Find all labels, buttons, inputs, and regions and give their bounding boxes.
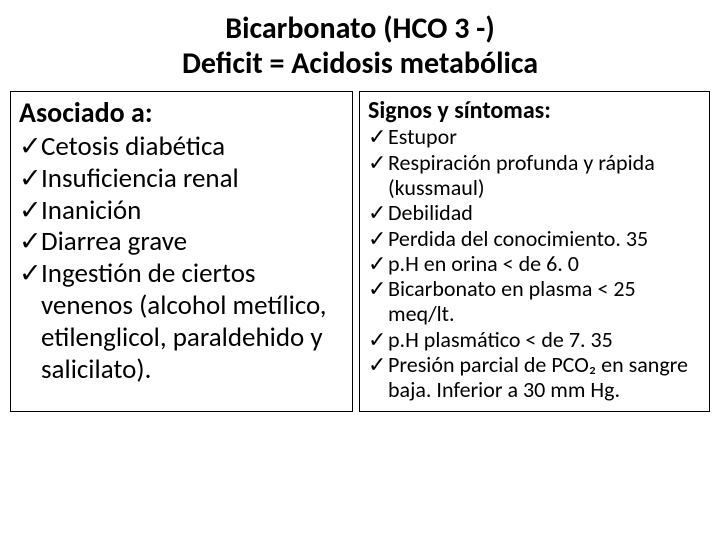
list-item: Insuficiencia renal [19,163,344,195]
left-heading: Asociado a: [19,98,344,129]
slide-title: Bicarbonato (HCO 3 -) Deficit = Acidosis… [10,12,710,81]
list-item: Presión parcial de PCO₂ en sangre baja. … [368,352,701,403]
list-item: Perdida del conocimiento. 35 [368,226,701,251]
left-box: Asociado a: Cetosis diabética Insuficien… [10,91,353,412]
title-line-2: Deficit = Acidosis metabólica [182,45,538,82]
list-item: Ingestión de ciertos venenos (alcohol me… [19,258,344,385]
right-heading: Signos y síntomas: [368,98,701,124]
content-columns: Asociado a: Cetosis diabética Insuficien… [10,91,710,412]
list-item: p.H en orina < de 6. 0 [368,251,701,276]
list-item: p.H plasmático < de 7. 35 [368,327,701,352]
list-item: Cetosis diabética [19,131,344,163]
left-list: Cetosis diabética Insuficiencia renal In… [19,131,344,386]
right-list: Estupor Respiración profunda y rápida (k… [368,124,701,402]
title-line-1: Bicarbonato (HCO 3 -) [225,10,494,47]
list-item: Bicarbonato en plasma < 25 meq/lt. [368,276,701,327]
list-item: Respiración profunda y rápida (kussmaul) [368,150,701,201]
list-item: Diarrea grave [19,226,344,258]
list-item: Estupor [368,124,701,149]
right-box: Signos y síntomas: Estupor Respiración p… [359,91,710,412]
list-item: Debilidad [368,200,701,225]
list-item: Inanición [19,195,344,227]
